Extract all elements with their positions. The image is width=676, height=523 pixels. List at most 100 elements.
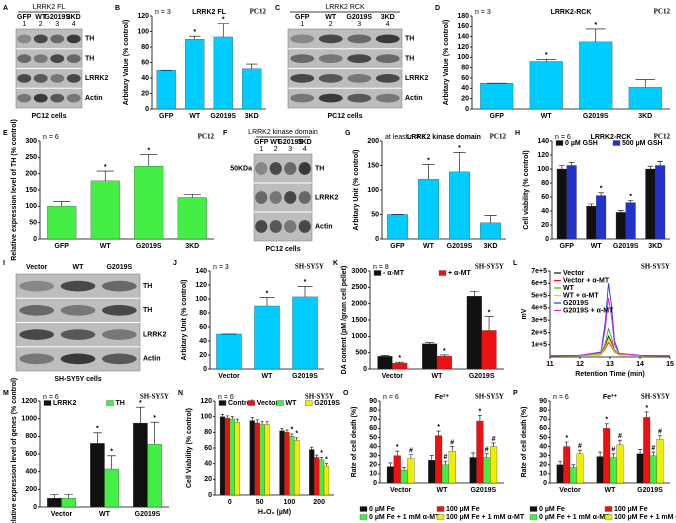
- x-tick-label: Vector: [218, 373, 240, 380]
- legend-swatch: [604, 506, 613, 512]
- lane-number: 3: [288, 146, 292, 153]
- n-label: n = 8: [373, 264, 389, 271]
- y-axis-label: Rate of cell death (%): [351, 407, 358, 478]
- legend-swatch: [359, 506, 368, 512]
- band: [318, 74, 343, 83]
- x-tick-label: Vector: [51, 511, 73, 518]
- x-tick-label: GFP: [390, 243, 405, 250]
- significance-mark: *: [320, 450, 323, 457]
- blot-caption: SH-SY5Y cells: [54, 376, 101, 383]
- bar: [323, 465, 330, 496]
- panel-letter: H: [515, 130, 520, 137]
- y-tick-label: 0: [465, 106, 469, 113]
- y-axis-label: DA content (pM /gram cell pellet): [341, 266, 348, 375]
- error-bar: [96, 170, 114, 181]
- bar: [386, 466, 394, 484]
- y-tick-label: 0: [33, 504, 37, 511]
- x-tick-label: G2019S: [136, 243, 162, 250]
- y-tick-label: 120: [457, 44, 469, 51]
- x-tick-label: 200: [313, 499, 325, 506]
- significance-mark: *: [605, 417, 608, 424]
- cell-line: PC12: [250, 8, 267, 16]
- x-tick-label: 13: [606, 361, 614, 368]
- y-tick-label: 1000: [21, 416, 37, 423]
- error-bar: [638, 448, 643, 454]
- y-tick-label: 100: [537, 166, 549, 173]
- y-tick-label: 50: [371, 211, 379, 218]
- band: [318, 34, 343, 44]
- error-bar: [484, 316, 494, 331]
- y-tick-label: 20: [199, 352, 207, 359]
- x-tick-label: Vector: [382, 373, 404, 380]
- error-bar: [221, 414, 224, 417]
- x-tick-label: 12: [576, 361, 584, 368]
- y-tick-label: 300: [25, 138, 37, 145]
- y-tick-label: 60: [541, 194, 549, 201]
- x-tick-label: WT: [189, 113, 201, 120]
- significance-mark: *: [545, 52, 548, 59]
- band: [298, 162, 311, 175]
- significance-mark: #: [443, 454, 447, 461]
- y-tick-label: 100: [137, 28, 149, 35]
- legend-label: G2019S: [563, 300, 589, 307]
- error-bar: [388, 462, 393, 467]
- chart-title: LRRK2 FL: [192, 9, 227, 16]
- error-bar: [136, 406, 145, 424]
- y-tick-label: 40: [204, 461, 212, 468]
- y-tick-label: 50: [369, 434, 377, 441]
- band: [375, 34, 400, 44]
- y-tick-label: 7e+5: [531, 268, 547, 275]
- lane-label: WT: [270, 139, 282, 146]
- x-tick-label: WT: [437, 487, 449, 494]
- legend-swatch: [106, 400, 114, 406]
- band: [50, 93, 65, 103]
- bar: [242, 68, 262, 110]
- x-tick-label: GFP: [159, 113, 174, 120]
- y-tick-label: 6e+5: [531, 280, 547, 287]
- error-bar: [598, 192, 605, 196]
- band: [375, 54, 400, 63]
- y-tick-label: 1500: [351, 317, 367, 324]
- series-line: [549, 337, 671, 357]
- bar: [318, 459, 325, 496]
- y-tick-label: 400: [25, 469, 37, 476]
- bar: [224, 418, 231, 496]
- band: [66, 34, 81, 44]
- y-tick-label: 60: [204, 445, 212, 452]
- significance-mark: *: [290, 427, 293, 434]
- chart-title: LRRK2-RCK: [551, 9, 592, 16]
- band: [255, 191, 268, 204]
- legend-swatch: [436, 514, 445, 520]
- lane-label: GFP: [254, 139, 269, 146]
- legend-label: WT + α-MT: [563, 292, 599, 299]
- lane-number: 3: [55, 21, 59, 28]
- band: [60, 329, 96, 340]
- significance-mark: *: [139, 400, 142, 407]
- bar: [566, 165, 577, 240]
- y-tick-label: 20: [539, 462, 547, 469]
- error-bar: [310, 446, 314, 450]
- y-tick-label: 150: [367, 162, 379, 169]
- bar: [490, 446, 498, 484]
- bar: [104, 468, 119, 508]
- error-bar: [320, 457, 324, 460]
- x-tick-label: G2019S: [135, 511, 161, 518]
- significance-mark: *: [629, 193, 632, 200]
- x-tick-label: G2019S: [613, 243, 639, 250]
- bar: [418, 179, 439, 240]
- legend-label: 100 µM Fe: [614, 506, 648, 513]
- y-axis-label: Arbitary Unit (% control): [353, 150, 360, 231]
- row-label: Actin: [85, 95, 103, 102]
- error-bar: [647, 165, 654, 169]
- error-bar: [225, 415, 229, 419]
- y-tick-label: 0: [33, 236, 37, 243]
- significance-mark: #: [492, 436, 496, 443]
- series-line: [549, 297, 671, 357]
- row-label: TH: [143, 307, 152, 314]
- error-bar: [259, 297, 275, 306]
- chart-title: Fe³⁺: [603, 394, 618, 401]
- significance-mark: *: [479, 408, 482, 415]
- y-tick-label: 60: [369, 425, 377, 432]
- y-tick-label: 500: [355, 350, 367, 357]
- band: [290, 93, 315, 103]
